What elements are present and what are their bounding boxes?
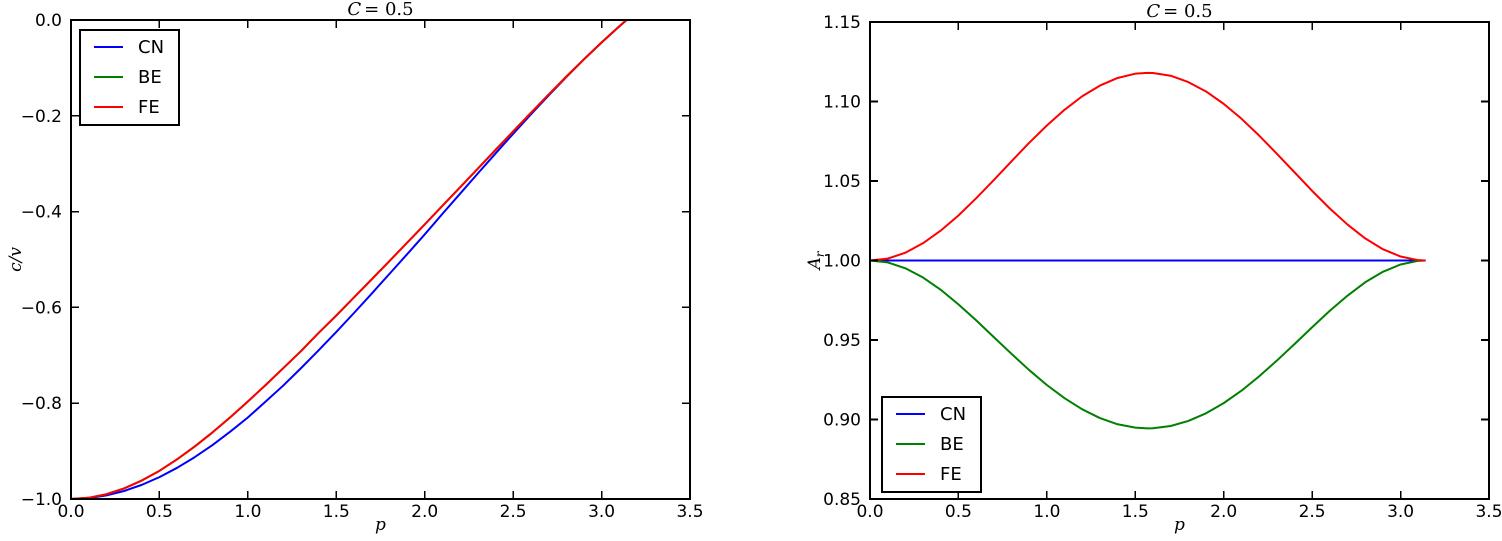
y-tick-label: −0.8 (21, 394, 62, 414)
y-tick-label: 0.85 (823, 490, 861, 510)
x-tick-label: 3.5 (1475, 502, 1502, 522)
y-tick-label: −0.2 (21, 107, 62, 127)
legend-label-cn: CN (940, 404, 966, 425)
x-tick-label: 0.0 (57, 502, 84, 522)
chart-amplification-factor: 0.0 0.5 1.0 1.5 2.0 2.5 3.0 3.5 1.15 1.10 1.05 1.00… (805, 1, 1502, 535)
y-tick-label: 1.10 (823, 93, 861, 113)
axes-frame (70, 19, 691, 500)
x-tick-label: 1.0 (1033, 502, 1060, 522)
plot-title: C = 0.5 (1146, 1, 1212, 22)
legend-label-be: BE (138, 67, 162, 88)
series-line-fe (869, 71, 1426, 262)
plot-title: C = 0.5 (347, 0, 413, 20)
y-tick-label: 1.15 (823, 13, 861, 33)
x-tick-label: 1.5 (323, 502, 350, 522)
legend: CN BE FE (881, 396, 982, 493)
x-tick-label: 0.5 (945, 502, 972, 522)
series-line-be (869, 259, 1426, 430)
y-tick-label: 0.90 (823, 411, 861, 431)
x-tick-label: 0.5 (146, 502, 173, 522)
y-axis-label: Ar (805, 250, 827, 271)
legend-label-fe: FE (940, 464, 962, 485)
x-tick-label: 2.5 (500, 502, 527, 522)
y-tick-label: −0.6 (21, 298, 62, 318)
y-tick-label: 1.00 (823, 252, 861, 272)
x-tick-label: 1.5 (1122, 502, 1149, 522)
y-tick-label: −0.4 (21, 203, 62, 223)
x-tick-label: 3.5 (676, 502, 703, 522)
x-tick-label: 2.0 (1210, 502, 1237, 522)
x-tick-label: 1.0 (234, 502, 261, 522)
y-axis-label: c/v (6, 247, 26, 272)
x-tick-label: 3.0 (1387, 502, 1414, 522)
y-tick-label: 1.05 (823, 172, 861, 192)
y-tick-label: 0.95 (823, 331, 861, 351)
legend-label-be: BE (940, 434, 964, 455)
x-tick-label: 0.0 (856, 502, 883, 522)
legend: CN BE FE (79, 29, 180, 126)
y-tick-label: −1.0 (21, 490, 62, 510)
series-line-fe (70, 19, 628, 500)
x-tick-label: 2.0 (411, 502, 438, 522)
legend-label-fe: FE (138, 97, 160, 118)
x-tick-label: 2.5 (1299, 502, 1326, 522)
y-tick-label: 0.0 (35, 11, 62, 31)
x-axis-label: p (1174, 515, 1185, 535)
chart-phase-velocity: 0.0 0.5 1.0 1.5 2.0 2.5 3.0 3.5 0.0 −0.2 −0.4 −0.6 −… (6, 0, 704, 535)
legend-label-cn: CN (138, 37, 164, 58)
x-tick-label: 3.0 (588, 502, 615, 522)
x-axis-label: p (375, 515, 386, 535)
